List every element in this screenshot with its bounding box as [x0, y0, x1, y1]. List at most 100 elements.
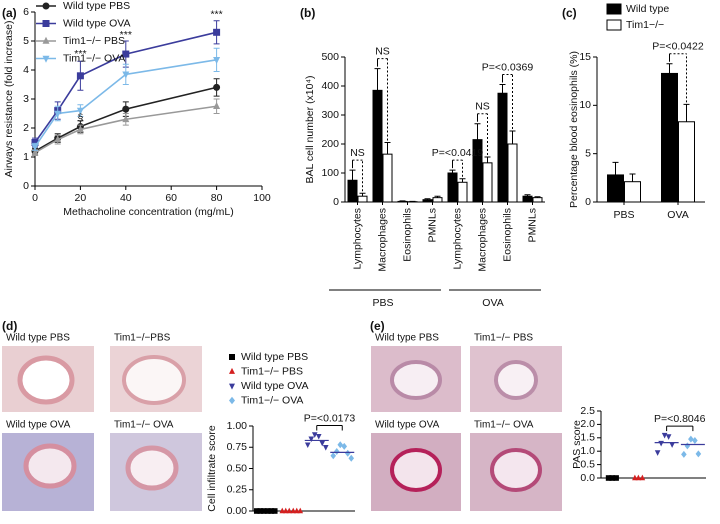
error-bar [666, 63, 673, 74]
marker [695, 450, 702, 458]
annotation: *** [74, 48, 86, 60]
y-tick-label: 2.5 [580, 405, 595, 417]
bar [472, 139, 483, 203]
marker [42, 36, 50, 44]
legend-label: Wild type OVA [241, 380, 309, 392]
x-tick-label: Eosinophils [501, 208, 513, 262]
panel-label: (e) [370, 319, 385, 333]
marker [308, 436, 315, 443]
y-tick-label: 2.0 [580, 418, 595, 430]
y-tick-label: 200 [321, 138, 339, 150]
legend-label: Tim1−/− PBS [241, 365, 303, 377]
micrographs-e [371, 346, 562, 511]
error-bar [499, 84, 506, 94]
bar [457, 181, 468, 203]
y-tick-label: 1.5 [580, 432, 595, 444]
y-tick-label: 0.25 [227, 484, 248, 496]
marker [122, 115, 130, 123]
bar [507, 143, 518, 203]
marker [669, 442, 675, 448]
legend-label: Tim1−/− OVA [241, 394, 303, 406]
marker [692, 436, 698, 444]
y-tick-label: 0 [585, 196, 591, 208]
y-axis-label: PAS score [571, 420, 583, 469]
airway [490, 448, 542, 492]
bar [347, 179, 358, 203]
marker [229, 396, 235, 405]
y-axis-label: Airways resistance (fold increase) [3, 21, 15, 178]
marker [681, 450, 687, 458]
y-tick-label: 5 [23, 35, 29, 47]
y-tick-label: 0.5 [580, 458, 595, 470]
x-tick-label: 100 [253, 192, 271, 204]
micrograph-label: Tim1−/− PBS [474, 333, 533, 344]
marker [605, 475, 612, 481]
bar [372, 89, 383, 203]
annotation: NS [375, 45, 390, 57]
airway [125, 445, 179, 491]
bar [532, 197, 543, 203]
marker [613, 475, 619, 481]
bar [447, 172, 458, 203]
marker [76, 72, 84, 80]
marker [658, 440, 664, 447]
legend-label: Tim1−/− PBS [63, 35, 125, 47]
airway [390, 360, 442, 400]
y-tick-label: 0 [23, 180, 29, 192]
x-tick-label: 80 [211, 192, 223, 204]
group-label: OVA [482, 297, 503, 309]
bar [624, 181, 641, 203]
error-bar [612, 161, 619, 175]
marker [654, 450, 661, 456]
micrograph-label: Tim1−/− OVA [114, 420, 174, 431]
marker [268, 508, 275, 514]
bar [357, 195, 368, 203]
x-tick-label: PMNLs [526, 208, 538, 242]
bar [607, 174, 624, 203]
error-bar [484, 156, 491, 163]
marker [213, 102, 221, 110]
marker [213, 57, 221, 65]
error-bar [374, 68, 381, 91]
marker [344, 449, 351, 457]
y-tick-label: 0.50 [227, 462, 248, 474]
marker [253, 508, 260, 514]
legend-label: Tim1−/− OVA [63, 52, 125, 64]
micrograph-label: Wild type OVA [6, 420, 71, 431]
y-tick-label: 4 [23, 64, 29, 76]
marker [122, 50, 130, 58]
y-tick-label: 0 [333, 196, 339, 208]
y-tick-label: 0.00 [227, 505, 248, 517]
error-bar [629, 173, 636, 182]
x-tick-label: Eosinophils [401, 208, 413, 262]
micrograph-label: Tim1−/− OVA [474, 420, 534, 431]
marker [330, 452, 337, 460]
legend-label: Wild type PBS [241, 351, 308, 363]
x-tick-label: 60 [165, 192, 177, 204]
bar [382, 153, 393, 203]
annotation: P=<0.0422 [652, 41, 704, 53]
panel-label: (d) [2, 319, 17, 333]
error-bar [349, 169, 356, 181]
y-axis-label: Cell infiltrate score [206, 425, 218, 512]
y-tick-label: 10 [579, 99, 591, 111]
marker [229, 383, 235, 390]
annotation: § [77, 112, 83, 124]
marker [213, 83, 221, 91]
marker [54, 135, 62, 143]
marker [229, 367, 235, 374]
marker [229, 354, 235, 360]
marker [213, 28, 221, 36]
marker [271, 508, 278, 514]
bar [432, 197, 443, 203]
marker [341, 442, 348, 450]
marker [54, 110, 62, 118]
y-tick-label: 15 [579, 51, 591, 63]
marker [311, 432, 318, 438]
legend-label: Wild type OVA [63, 17, 131, 29]
marker [260, 508, 267, 514]
y-tick-label: 5 [585, 147, 591, 159]
marker [31, 139, 39, 146]
marker [42, 55, 50, 63]
